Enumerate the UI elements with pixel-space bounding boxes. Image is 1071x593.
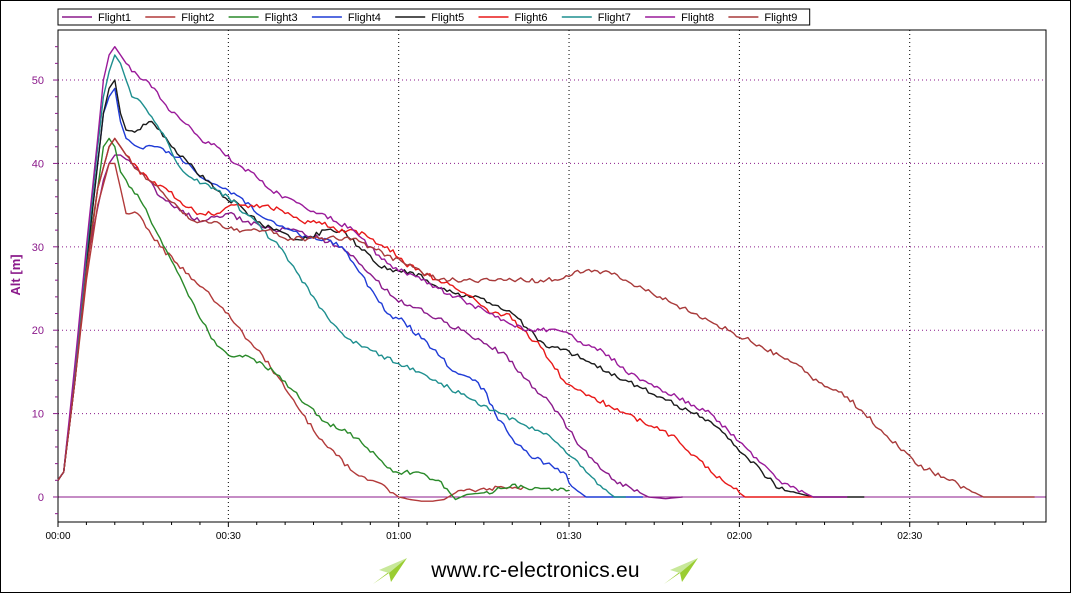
y-axis-label: Alt [m] <box>8 254 23 295</box>
series-lines <box>57 46 1035 502</box>
legend-label: Flight4 <box>348 12 381 24</box>
x-tick-label: 02:30 <box>897 531 922 542</box>
legend-label: Flight5 <box>431 12 464 24</box>
plot-border <box>57 29 1047 523</box>
y-tick-label: 10 <box>32 409 44 421</box>
footer: www.rc-electronics.eu <box>0 553 1071 589</box>
plane-icon <box>371 556 409 586</box>
website-link[interactable]: www.rc-electronics.eu <box>431 559 640 582</box>
legend-label: Flight2 <box>181 12 214 24</box>
y-tick-label: 30 <box>32 242 44 254</box>
legend-label: Flight8 <box>681 12 714 24</box>
series-line-flight3 <box>57 137 570 501</box>
series-line-flight5 <box>57 79 865 498</box>
legend-box <box>57 8 811 26</box>
y-tick-label: 0 <box>38 492 44 504</box>
y-tick-label: 50 <box>32 75 44 87</box>
series-line-flight8 <box>57 46 848 498</box>
grid <box>58 30 1046 522</box>
legend-label: Flight6 <box>515 12 548 24</box>
plane-icon <box>662 556 700 586</box>
y-tick-label: 20 <box>32 325 44 337</box>
x-tick-label: 01:00 <box>386 531 411 542</box>
series-line-flight1 <box>57 154 683 500</box>
legend-label: Flight9 <box>764 12 797 24</box>
axes: 00:00 00:30 01:00 01:30 02:00 02:30 0 10 20 30 40 5… <box>32 29 1047 542</box>
series-line-flight2 <box>57 162 525 502</box>
y-tick-label: 40 <box>32 158 44 170</box>
x-tick-label: 01:30 <box>557 531 582 542</box>
x-tick-label: 00:00 <box>45 531 70 542</box>
series-line-flight4 <box>57 87 643 498</box>
series-line-flight7 <box>57 54 626 498</box>
series-line-flight9 <box>57 137 1035 498</box>
x-tick-label: 02:00 <box>727 531 752 542</box>
legend-label: Flight3 <box>265 12 298 24</box>
legend-label: Flight1 <box>98 12 131 24</box>
legend: Flight1 Flight2 Flight3 Flight4 Flight5 Fligh… <box>57 8 811 26</box>
legend-label: Flight7 <box>598 12 631 24</box>
x-tick-label: 00:30 <box>216 531 241 542</box>
